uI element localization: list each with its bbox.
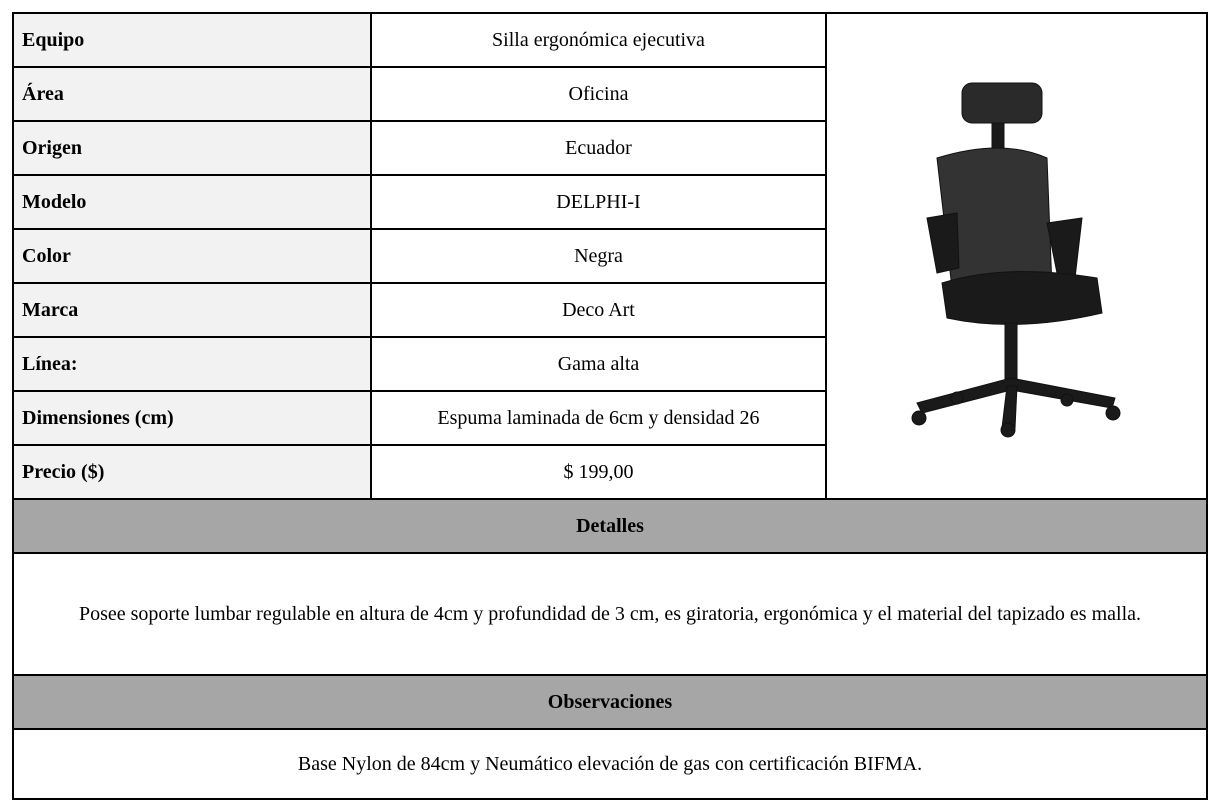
section-text-row: Posee soporte lumbar regulable en altura… bbox=[12, 552, 1208, 676]
label-cell: Equipo bbox=[12, 12, 372, 68]
row: Línea: Gama alta bbox=[12, 336, 1207, 392]
label-cell: Dimensiones (cm) bbox=[12, 390, 372, 446]
row: Modelo DELPHI-I bbox=[12, 174, 1207, 230]
row: Equipo Silla ergonómica ejecutiva bbox=[12, 12, 1208, 500]
section-text: Base Nylon de 84cm y Neumático elevación… bbox=[12, 728, 1208, 800]
value-cell: Oficina bbox=[370, 66, 827, 122]
chair-image bbox=[911, 82, 1120, 438]
value-cell: Ecuador bbox=[370, 120, 827, 176]
label-cell: Precio ($) bbox=[12, 444, 372, 500]
label-cell: Línea: bbox=[12, 336, 372, 392]
value-cell: Silla ergonómica ejecutiva bbox=[370, 12, 827, 68]
table-body: Equipo Silla ergonómica ejecutiva Área Ofi… bbox=[12, 12, 1208, 800]
row: Origen Ecuador bbox=[12, 120, 1207, 176]
image-cell bbox=[825, 12, 1208, 500]
value-cell: DELPHI-I bbox=[370, 174, 827, 230]
label-cell: Modelo bbox=[12, 174, 372, 230]
value-cell: Deco Art bbox=[370, 282, 827, 338]
section-text-row: Base Nylon de 84cm y Neumático elevación… bbox=[12, 728, 1208, 800]
section-header: Detalles bbox=[12, 498, 1208, 554]
row: Área Oficina bbox=[12, 66, 1207, 122]
row: Color Negra bbox=[12, 228, 1207, 284]
product-sheet: Equipo Silla ergonómica ejecutiva Área Ofi… bbox=[12, 12, 1208, 800]
label-cell: Área bbox=[12, 66, 372, 122]
section-header: Observaciones bbox=[12, 674, 1208, 730]
label-cell: Color bbox=[12, 228, 372, 284]
row: Marca Deco Art bbox=[12, 282, 1207, 338]
value-cell: Espuma laminada de 6cm y densidad 26 bbox=[370, 390, 827, 446]
value-cell: $ 199,00 bbox=[370, 444, 827, 500]
section-header-row: Detalles bbox=[12, 498, 1208, 554]
value-cell: Gama alta bbox=[370, 336, 827, 392]
value-cell: Negra bbox=[370, 228, 827, 284]
section-header-row: Observaciones bbox=[12, 674, 1208, 730]
row: Dimensiones (cm) Espuma laminada de 6cm y… bbox=[12, 390, 1207, 446]
row: Precio ($) $ 199,00 bbox=[12, 444, 1207, 500]
label-cell: Origen bbox=[12, 120, 372, 176]
section-text: Posee soporte lumbar regulable en altura… bbox=[12, 552, 1208, 676]
label-cell: Marca bbox=[12, 282, 372, 338]
